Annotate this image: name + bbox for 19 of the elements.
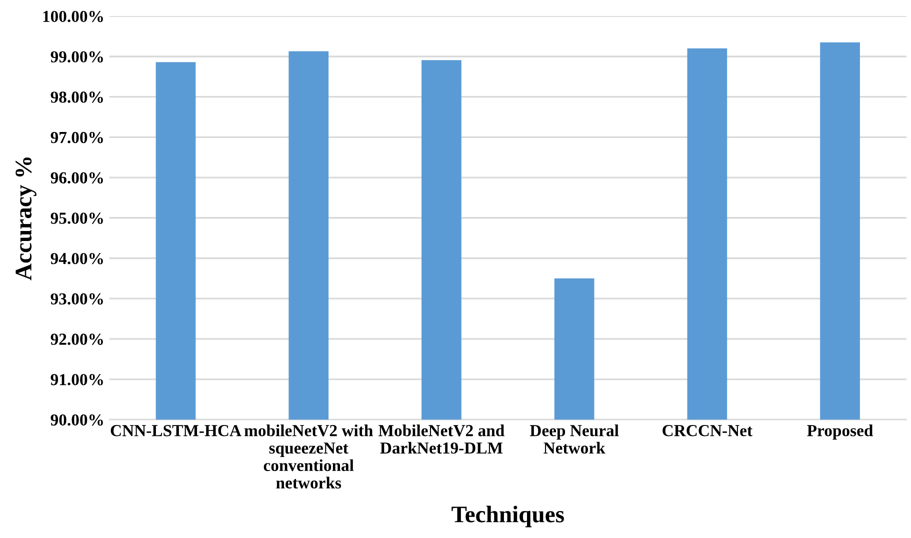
y-tick-label: 90.00%	[50, 414, 103, 426]
y-axis-title: Accuracy %	[16, 157, 36, 280]
y-tick-label: 97.00%	[50, 132, 103, 144]
x-tick-label: CRCCN-Net	[662, 425, 752, 436]
x-tick-label: CNN-LSTM-HCA	[110, 425, 242, 436]
y-tick-label: 91.00%	[50, 374, 103, 386]
y-tick-label: 93.00%	[50, 293, 103, 305]
y-tick-label: 99.00%	[50, 51, 103, 63]
x-tick-label: MobileNetV2 and DarkNet19-DLM	[378, 424, 504, 454]
y-tick-label: 94.00%	[50, 252, 103, 264]
x-tick-label: Deep Neural Network	[530, 424, 619, 454]
y-tick-label: 96.00%	[50, 172, 103, 184]
x-axis-title: Techniques	[452, 506, 564, 528]
x-tick-label: Proposed	[807, 424, 874, 440]
x-tick-label: mobileNetV2 with squeezeNet conventional networks	[244, 424, 373, 489]
y-tick-label: 100.00%	[43, 10, 103, 22]
y-tick-label: 95.00%	[50, 212, 103, 224]
y-tick-label: 92.00%	[50, 334, 103, 345]
y-tick-label: 98.00%	[50, 92, 103, 103]
